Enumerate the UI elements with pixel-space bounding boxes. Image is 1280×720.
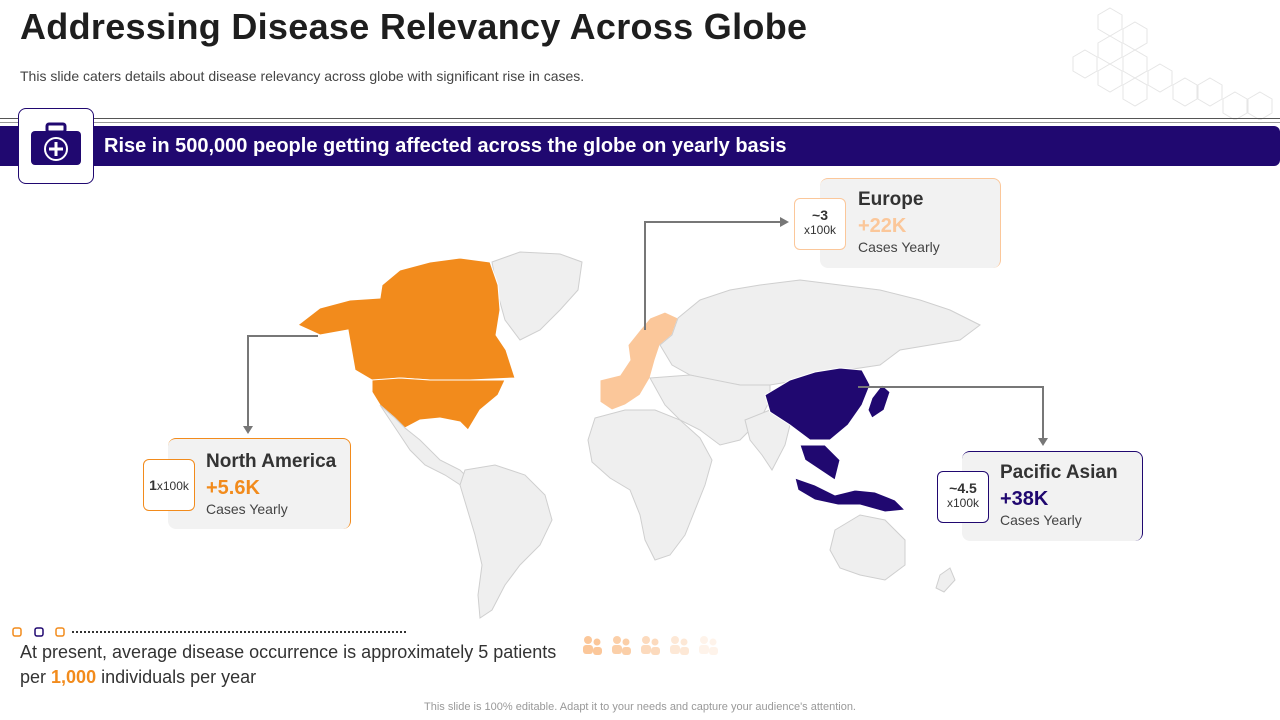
disease-occurrence-statement: At present, average disease occurrence i… bbox=[20, 640, 580, 690]
scale-badge-europe: ~3 x100k bbox=[794, 198, 846, 250]
connector-pacific-asian-arrow bbox=[1038, 438, 1048, 446]
map-greenland bbox=[491, 251, 583, 341]
scale-unit: x100k bbox=[803, 223, 837, 237]
map-new-zealand bbox=[935, 567, 956, 593]
stat-text-part1: At present, average disease occurrence i… bbox=[20, 642, 557, 687]
connector-europe bbox=[644, 221, 782, 330]
people-icon bbox=[670, 636, 689, 655]
card-region-name: Europe bbox=[858, 189, 924, 210]
card-cases-label: Cases Yearly bbox=[858, 239, 940, 255]
card-cases-value: +5.6K bbox=[206, 477, 260, 499]
card-pacific-asian: Pacific Asian +38K Cases Yearly bbox=[962, 451, 1143, 541]
connector-north-america bbox=[247, 335, 318, 428]
connector-north-america-arrow bbox=[243, 426, 253, 434]
people-icon bbox=[641, 636, 660, 655]
scale-unit: x100k bbox=[156, 479, 189, 493]
card-cases-label: Cases Yearly bbox=[206, 501, 288, 517]
banner-text: Rise in 500,000 people getting affected … bbox=[104, 135, 787, 157]
map-canada-alaska bbox=[297, 257, 516, 381]
headline-banner: Rise in 500,000 people getting affected … bbox=[0, 126, 1280, 166]
dotted-separator bbox=[12, 627, 406, 637]
page-subtitle: This slide caters details about disease … bbox=[20, 68, 585, 84]
patients-icon-row bbox=[583, 636, 718, 655]
card-cases-value: +38K bbox=[1000, 488, 1049, 510]
page-title: Addressing Disease Relevancy Across Glob… bbox=[20, 6, 808, 47]
card-region-name: Pacific Asian bbox=[1000, 462, 1118, 483]
card-europe: Europe +22K Cases Yearly bbox=[820, 178, 1001, 268]
scale-badge-pacific-asian: ~4.5 x100k bbox=[937, 471, 989, 523]
card-cases-value: +22K bbox=[858, 215, 907, 237]
card-cases-label: Cases Yearly bbox=[1000, 512, 1082, 528]
card-north-america: North America +5.6K Cases Yearly bbox=[168, 438, 351, 529]
card-region-name: North America bbox=[206, 451, 337, 472]
map-pacific-asia-islands bbox=[794, 477, 907, 513]
stat-text-part2: individuals per year bbox=[96, 667, 257, 687]
people-icon bbox=[583, 636, 602, 655]
connector-europe-arrow bbox=[780, 217, 789, 227]
map-australia bbox=[829, 514, 906, 581]
map-russia-north-asia bbox=[659, 279, 981, 386]
map-pacific-asia-japan bbox=[867, 384, 891, 419]
map-pacific-asia-china bbox=[764, 367, 871, 441]
people-icon bbox=[699, 636, 718, 655]
scale-badge-north-america: 1x100k bbox=[143, 459, 195, 511]
medical-kit-icon bbox=[31, 122, 81, 165]
people-icon bbox=[612, 636, 631, 655]
map-africa bbox=[587, 409, 713, 561]
scale-unit: x100k bbox=[946, 496, 980, 510]
map-pacific-asia-southeast bbox=[799, 444, 841, 481]
scale-number: ~3 bbox=[812, 207, 828, 223]
header-divider-thin bbox=[0, 122, 1280, 123]
stat-highlight: 1,000 bbox=[51, 667, 97, 687]
hexagon-pattern-decoration bbox=[1072, 7, 1273, 120]
connector-pacific-asian bbox=[858, 386, 1044, 440]
scale-number: ~4.5 bbox=[949, 480, 977, 496]
medical-kit-badge bbox=[18, 108, 94, 184]
header-divider bbox=[0, 118, 1280, 119]
editable-note: This slide is 100% editable. Adapt it to… bbox=[424, 701, 856, 713]
scale-number: 1 bbox=[149, 477, 157, 493]
map-south-america bbox=[459, 464, 553, 619]
